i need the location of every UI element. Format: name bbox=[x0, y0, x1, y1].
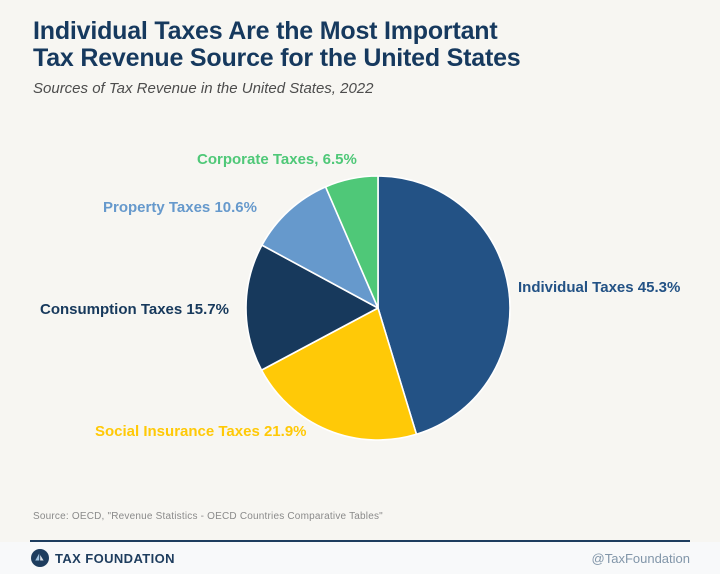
slice-label-property-taxes: Property Taxes 10.6% bbox=[103, 199, 257, 216]
tax-foundation-logo-icon bbox=[31, 549, 49, 567]
source-citation: Source: OECD, "Revenue Statistics - OECD… bbox=[33, 511, 383, 522]
pie-slice-individual-taxes bbox=[377, 175, 511, 436]
title-line-2: Tax Revenue Source for the United States bbox=[33, 44, 521, 72]
pie-chart bbox=[245, 175, 511, 441]
footer-bar: TAX FOUNDATION @TaxFoundation bbox=[0, 542, 720, 574]
footer-divider bbox=[30, 540, 690, 542]
slice-label-consumption-taxes: Consumption Taxes 15.7% bbox=[40, 301, 229, 318]
title-line-1: Individual Taxes Are the Most Important bbox=[33, 17, 498, 45]
pie-slice-consumption-taxes bbox=[245, 244, 379, 371]
brand-lockup: TAX FOUNDATION bbox=[31, 549, 175, 567]
pie-chart-area bbox=[244, 174, 512, 442]
slice-label-social-insurance-taxes: Social Insurance Taxes 21.9% bbox=[95, 423, 307, 440]
brand-name: TAX FOUNDATION bbox=[55, 550, 175, 566]
social-handle: @TaxFoundation bbox=[591, 551, 690, 566]
chart-subtitle: Sources of Tax Revenue in the United Sta… bbox=[33, 80, 374, 97]
pie-slice-property-taxes bbox=[261, 186, 379, 309]
pie-slice-social-insurance-taxes bbox=[260, 307, 418, 441]
slice-label-corporate-taxes: Corporate Taxes, 6.5% bbox=[197, 151, 357, 168]
header: Individual Taxes Are the Most Important … bbox=[33, 18, 521, 98]
slice-label-individual-taxes: Individual Taxes 45.3% bbox=[518, 279, 681, 296]
pie-slice-corporate-taxes bbox=[324, 175, 379, 309]
page-title: Individual Taxes Are the Most Important … bbox=[33, 18, 521, 72]
